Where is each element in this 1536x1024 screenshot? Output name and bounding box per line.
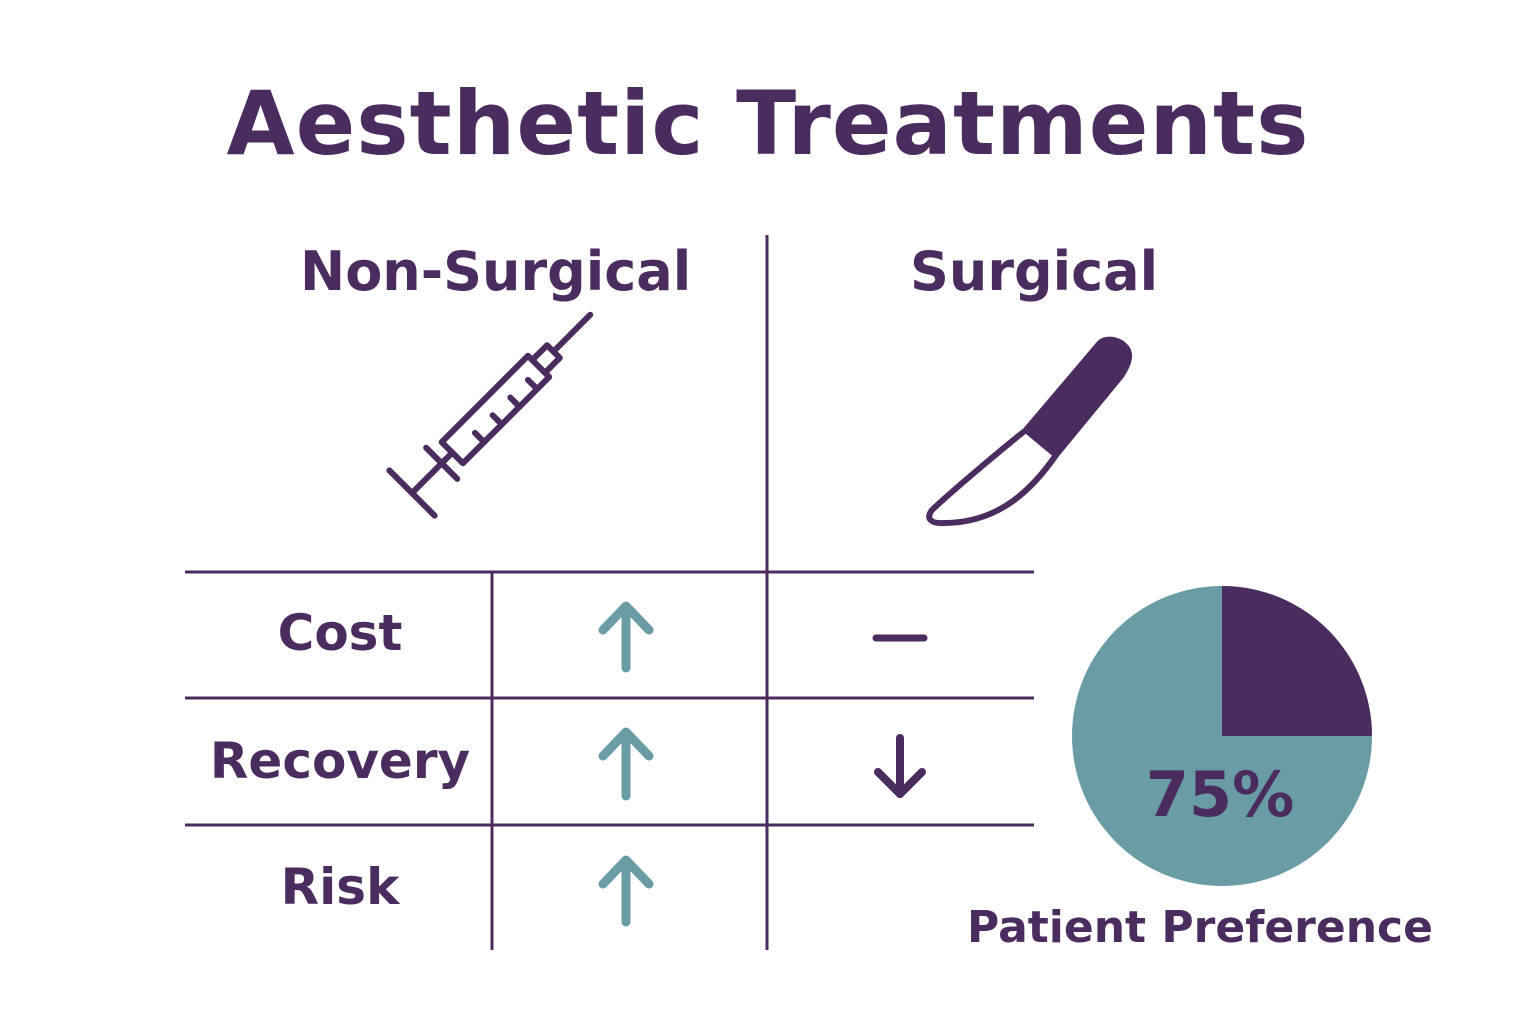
- cost-non-surgical-up-arrow-icon: [598, 601, 654, 673]
- surgical-heading: Surgical: [910, 240, 1159, 303]
- pie-caption: Patient Preference: [967, 902, 1433, 953]
- table-grid: [185, 235, 1034, 950]
- preference-pie-chart: [1072, 586, 1372, 886]
- row-label-risk: Risk: [280, 858, 400, 916]
- row-label-recovery: Recovery: [209, 732, 471, 790]
- risk-non-surgical-up-arrow-icon: [598, 855, 654, 927]
- row-label-cost: Cost: [277, 604, 403, 662]
- non-surgical-heading: Non-Surgical: [300, 240, 692, 303]
- pie-minority-slice: [1222, 586, 1372, 736]
- syringe-icon: [386, 311, 594, 519]
- scalpel-icon: [926, 336, 1132, 527]
- pie-percent-label: 75%: [1145, 758, 1295, 831]
- recovery-surgical-down-arrow-icon: [874, 734, 926, 798]
- recovery-non-surgical-up-arrow-icon: [598, 727, 654, 801]
- page-title: Aesthetic Treatments: [226, 72, 1310, 175]
